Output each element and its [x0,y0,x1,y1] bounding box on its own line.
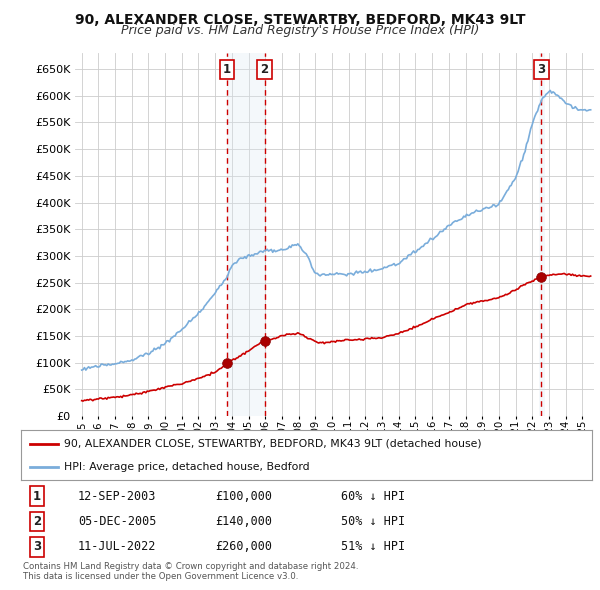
Text: £260,000: £260,000 [215,540,272,553]
Text: 60% ↓ HPI: 60% ↓ HPI [341,490,405,503]
Text: 2: 2 [260,63,269,76]
Text: 1: 1 [223,63,231,76]
Text: HPI: Average price, detached house, Bedford: HPI: Average price, detached house, Bedf… [64,462,310,472]
Bar [227,53,265,416]
Text: 90, ALEXANDER CLOSE, STEWARTBY, BEDFORD, MK43 9LT (detached house): 90, ALEXANDER CLOSE, STEWARTBY, BEDFORD,… [64,438,481,448]
Text: Price paid vs. HM Land Registry's House Price Index (HPI): Price paid vs. HM Land Registry's House … [121,24,479,37]
Text: £140,000: £140,000 [215,515,272,528]
Text: 11-JUL-2022: 11-JUL-2022 [78,540,157,553]
Text: 1: 1 [33,490,41,503]
Text: £100,000: £100,000 [215,490,272,503]
Text: 51% ↓ HPI: 51% ↓ HPI [341,540,405,553]
Text: 50% ↓ HPI: 50% ↓ HPI [341,515,405,528]
Text: Contains HM Land Registry data © Crown copyright and database right 2024.
This d: Contains HM Land Registry data © Crown c… [23,562,358,581]
Text: 90, ALEXANDER CLOSE, STEWARTBY, BEDFORD, MK43 9LT: 90, ALEXANDER CLOSE, STEWARTBY, BEDFORD,… [75,13,525,27]
Text: 12-SEP-2003: 12-SEP-2003 [78,490,157,503]
Text: 3: 3 [537,63,545,76]
Text: 05-DEC-2005: 05-DEC-2005 [78,515,157,528]
Bar [539,53,545,416]
Text: 2: 2 [33,515,41,528]
Text: 3: 3 [33,540,41,553]
